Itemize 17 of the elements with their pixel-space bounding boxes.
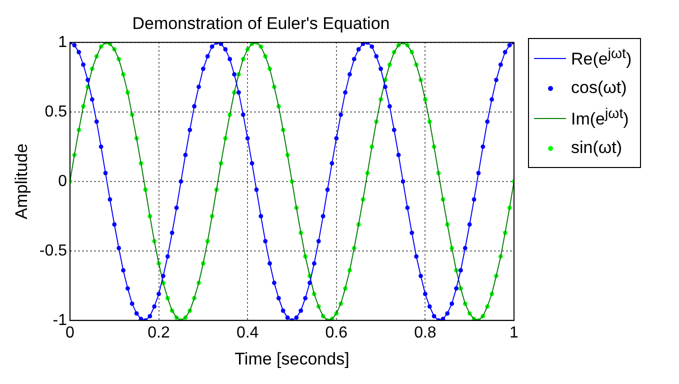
y-tick-label: -0.5 [39,242,68,260]
x-tick-label: 0.4 [236,324,259,342]
y-axis-title: Amplitude [12,144,31,220]
y-tick-label: 1 [58,34,68,51]
x-tick-label: 0.6 [325,324,348,342]
legend-label: cos(ωt) [571,78,627,98]
legend-label: sin(ωt) [571,138,622,158]
chart-title: Demonstration of Euler's Equation [132,14,390,33]
x-tick-label: 1 [510,324,519,342]
x-tick-label: 0.8 [414,324,436,342]
y-tick-label: 0 [58,172,68,190]
y-tick-label: 0.5 [44,103,68,120]
y-tick-label: -1 [52,312,68,329]
x-tick-label: 0.2 [148,324,170,342]
x-axis-title: Time [seconds] [234,349,350,368]
legend-label: Im(e$^{jωt}$) [571,106,629,130]
legend-label: Re(e$^{jωt}$) [571,46,632,70]
